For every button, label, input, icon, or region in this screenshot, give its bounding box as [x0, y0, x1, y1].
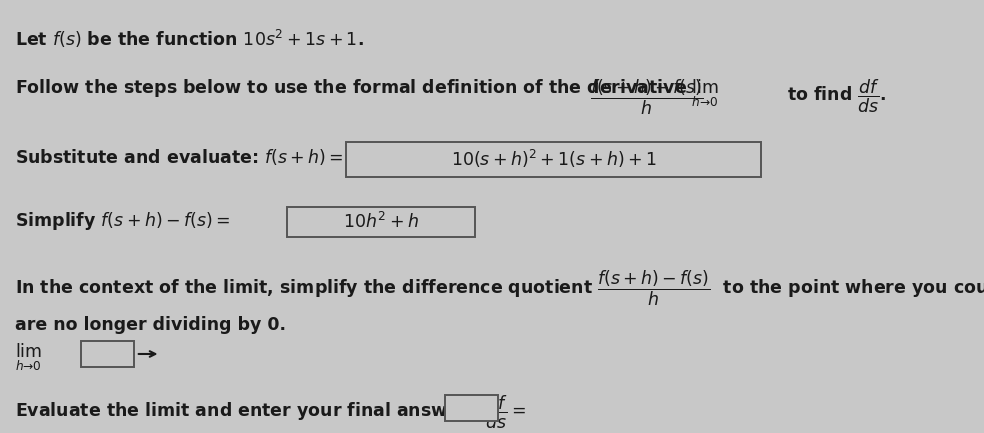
- Text: Substitute and evaluate: $f(s+h) = $: Substitute and evaluate: $f(s+h) = $: [15, 147, 343, 167]
- Text: Let $f(s)$ be the function $10s^2 + 1s + 1$.: Let $f(s)$ be the function $10s^2 + 1s +…: [15, 28, 363, 50]
- Text: to find $\dfrac{df}{ds}$.: to find $\dfrac{df}{ds}$.: [787, 78, 887, 115]
- Text: $10(s+h)^2 + 1(s+h) + 1$: $10(s+h)^2 + 1(s+h) + 1$: [451, 148, 656, 170]
- Text: Simplify $f(s+h) - f(s) = $: Simplify $f(s+h) - f(s) = $: [15, 210, 230, 232]
- FancyBboxPatch shape: [81, 341, 134, 367]
- Text: $10h^2 + h$: $10h^2 + h$: [343, 212, 419, 232]
- Text: $\dfrac{f(s+h)-f(s)}{h}$: $\dfrac{f(s+h)-f(s)}{h}$: [590, 78, 704, 117]
- FancyBboxPatch shape: [287, 207, 475, 237]
- Text: Follow the steps below to use the formal definition of the derivative $\lim_{h\t: Follow the steps below to use the formal…: [15, 78, 719, 109]
- Text: In the context of the limit, simplify the difference quotient $\dfrac{f(s+h)-f(s: In the context of the limit, simplify th…: [15, 268, 984, 308]
- Text: Evaluate the limit and enter your final answer.  $\dfrac{df}{ds} = $: Evaluate the limit and enter your final …: [15, 394, 525, 431]
- Text: are no longer dividing by 0.: are no longer dividing by 0.: [15, 316, 285, 334]
- Text: $\lim_{h\to 0}$: $\lim_{h\to 0}$: [15, 342, 42, 373]
- FancyBboxPatch shape: [346, 142, 761, 177]
- FancyBboxPatch shape: [445, 395, 498, 421]
